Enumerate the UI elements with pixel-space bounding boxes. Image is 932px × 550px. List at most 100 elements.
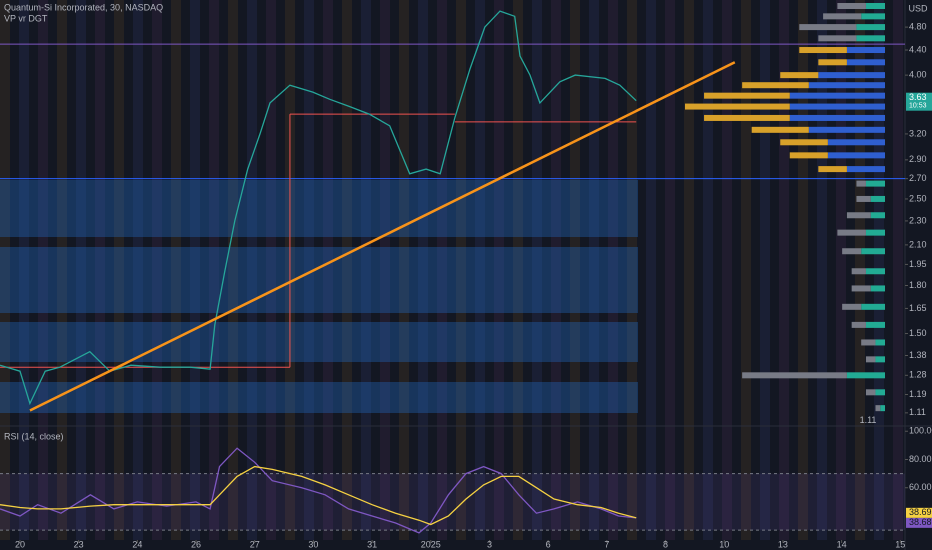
y-tick-label: 1.65 xyxy=(909,303,927,313)
session-stripe xyxy=(513,0,523,540)
vp-up xyxy=(846,59,885,66)
vp-down xyxy=(851,321,866,328)
vp-up xyxy=(808,126,885,133)
vp-up xyxy=(870,285,885,292)
vp-down xyxy=(856,180,866,187)
session-stripe xyxy=(228,0,238,540)
session-stripe xyxy=(646,0,656,540)
vp-up xyxy=(818,72,885,79)
session-stripe xyxy=(342,0,352,540)
y-tick-label: 1.19 xyxy=(909,389,927,399)
vp-up xyxy=(856,35,885,42)
trendline xyxy=(29,61,736,412)
session-stripe xyxy=(665,0,675,540)
vp-down xyxy=(780,72,819,79)
vp-down xyxy=(818,166,847,173)
y-tick-label: 1.80 xyxy=(909,280,927,290)
vp-down xyxy=(865,389,876,396)
session-stripe xyxy=(893,0,903,540)
zone xyxy=(0,180,638,237)
vp-down xyxy=(818,59,847,66)
vp-down xyxy=(865,356,876,363)
session-stripe xyxy=(57,0,67,540)
session-stripe xyxy=(779,0,789,540)
vp-down xyxy=(837,229,866,236)
vp-down xyxy=(704,92,790,99)
vp-up xyxy=(827,152,885,159)
session-stripe xyxy=(38,0,48,540)
session-stripe xyxy=(0,0,10,540)
vp-down xyxy=(742,82,809,89)
x-tick-label: 7 xyxy=(604,539,609,549)
price-label: 3.63 xyxy=(909,92,927,102)
indicator-name: VP vr DGT xyxy=(4,13,48,23)
vp-up xyxy=(875,339,885,346)
zone xyxy=(0,382,638,413)
session-stripe xyxy=(608,0,618,540)
low-label: 1.11 xyxy=(860,415,877,425)
vp-up xyxy=(861,248,885,255)
session-stripe xyxy=(532,0,542,540)
vp-up xyxy=(875,389,885,396)
x-tick-label: 15 xyxy=(895,539,905,549)
session-stripe xyxy=(209,0,219,540)
vp-down xyxy=(875,405,881,412)
x-tick-label: 23 xyxy=(74,539,84,549)
session-stripe xyxy=(589,0,599,540)
y-tick-label: 100.00 xyxy=(909,426,932,436)
vp-down xyxy=(818,35,857,42)
session-stripe xyxy=(304,0,314,540)
session-stripe xyxy=(114,0,124,540)
vp-down xyxy=(856,195,871,202)
session-stripe xyxy=(171,0,181,540)
vp-down xyxy=(704,114,790,121)
session-stripe xyxy=(361,0,371,540)
session-stripe xyxy=(456,0,466,540)
session-stripe xyxy=(627,0,637,540)
session-stripe xyxy=(133,0,143,540)
session-stripe xyxy=(817,0,827,540)
session-stripe xyxy=(95,0,105,540)
price-label-bg xyxy=(906,92,932,111)
session-stripe xyxy=(836,0,846,540)
session-stripe xyxy=(551,0,561,540)
vp-up xyxy=(856,24,885,31)
y-tick-label: 2.10 xyxy=(909,239,927,249)
vp-down xyxy=(751,126,809,133)
vp-up xyxy=(789,92,885,99)
vp-up xyxy=(846,372,885,379)
session-stripe xyxy=(399,0,409,540)
vp-up xyxy=(789,103,885,110)
x-tick-label: 3 xyxy=(487,539,492,549)
session-stripe xyxy=(684,0,694,540)
vp-down xyxy=(780,139,828,146)
x-tick-label: 8 xyxy=(663,539,668,549)
vp-up xyxy=(789,114,885,121)
vp-down xyxy=(789,152,828,159)
vp-down xyxy=(842,248,862,255)
vp-up xyxy=(808,82,885,89)
x-tick-label: 30 xyxy=(308,539,318,549)
plot-layer: 1.11 xyxy=(0,3,905,534)
y-tick-label: 1.38 xyxy=(909,350,927,360)
session-stripe xyxy=(266,0,276,540)
rsi-title: RSI (14, close) xyxy=(4,431,64,441)
currency: USD xyxy=(908,3,928,13)
rsi-value-label: 38.68 xyxy=(909,517,932,527)
rsi-value-label: 38.69 xyxy=(909,507,932,517)
vp-down xyxy=(851,268,866,275)
session-stripe xyxy=(703,0,713,540)
session-stripe xyxy=(380,0,390,540)
vp-up xyxy=(846,47,885,54)
x-tick-label: 13 xyxy=(778,539,788,549)
vp-up xyxy=(861,13,885,20)
session-stripe xyxy=(76,0,86,540)
rsi-label-bg xyxy=(906,507,932,518)
x-tick-label: 2025 xyxy=(421,539,441,549)
y-tick-label: 4.00 xyxy=(909,70,927,80)
rsi-band xyxy=(0,473,905,531)
session-stripe xyxy=(494,0,504,540)
countdown: 10:53 xyxy=(909,103,927,110)
